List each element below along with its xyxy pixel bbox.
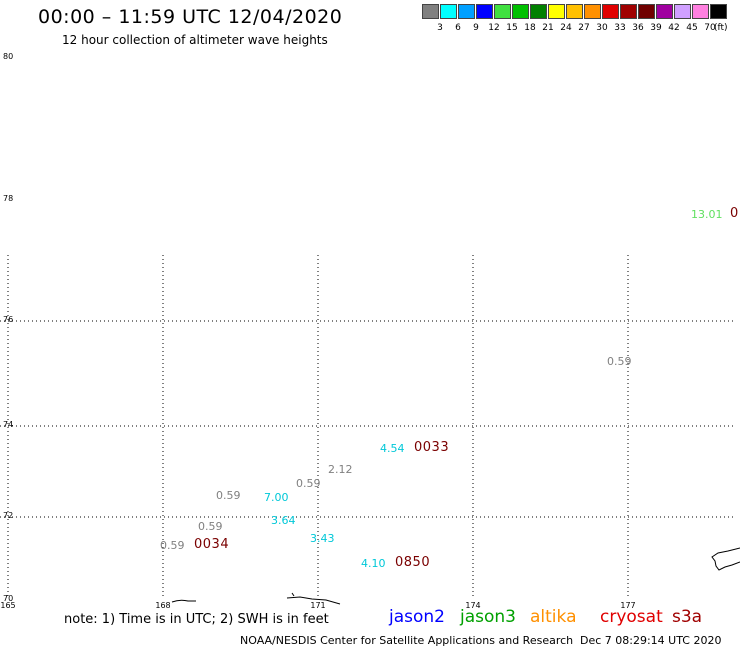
- scale-label: 12: [488, 23, 500, 33]
- scale-swatch: [422, 4, 439, 19]
- scale-label: 3: [437, 23, 443, 33]
- scale-swatch: [458, 4, 475, 19]
- scale-swatch: [530, 4, 547, 19]
- scale-label: 39: [650, 23, 662, 33]
- footer-note: note: 1) Time is in UTC; 2) SWH is in fe…: [64, 612, 329, 627]
- satellite-legend-item: cryosat: [600, 607, 663, 627]
- satellite-legend-item: jason2: [389, 607, 445, 627]
- map-subtitle: 12 hour collection of altimeter wave hei…: [62, 33, 328, 47]
- scale-unit: (ft): [714, 23, 728, 33]
- scale-swatch: [566, 4, 583, 19]
- scale-swatch: [620, 4, 637, 19]
- lat-label: 70: [3, 594, 14, 603]
- scale-swatch: [638, 4, 655, 19]
- scale-label: 9: [473, 23, 479, 33]
- wave-height-value: 13.01: [691, 208, 723, 221]
- scale-label: 6: [455, 23, 461, 33]
- wave-height-value: 0.59: [198, 520, 223, 533]
- scale-swatch: [674, 4, 691, 19]
- coastline: [171, 547, 740, 605]
- satellite-legend-item: jason3: [460, 607, 516, 627]
- satellite-legend-item: s3a: [672, 607, 703, 627]
- scale-label: 15: [506, 23, 518, 33]
- scale-label: 27: [578, 23, 590, 33]
- lon-label: 165: [0, 601, 16, 610]
- pass-time-label: 0034: [194, 537, 230, 552]
- coastline-segment: [291, 592, 295, 597]
- satellite-legend-item: altika: [530, 607, 577, 627]
- coastline-segment: [286, 596, 341, 605]
- wave-height-value: 2.12: [328, 463, 353, 476]
- wave-height-value: 0.59: [160, 539, 185, 552]
- lat-label: 72: [3, 511, 14, 520]
- scale-label: 33: [614, 23, 626, 33]
- scale-swatch: [584, 4, 601, 19]
- coastline-segment: [171, 599, 196, 603]
- scale-label: 42: [668, 23, 680, 33]
- pass-time-label: 0033: [414, 440, 450, 455]
- scale-swatch: [512, 4, 529, 19]
- wave-height-value: 3.64: [271, 514, 296, 527]
- lat-label: 74: [3, 420, 14, 429]
- generated-timestamp: Dec 7 08:29:14 UTC 2020: [580, 634, 722, 647]
- wave-height-value: 0.59: [296, 477, 321, 490]
- coastline-segment: [711, 547, 740, 571]
- wave-height-value: 4.54: [380, 442, 405, 455]
- wave-height-value: 0.59: [216, 489, 241, 502]
- lon-label: 177: [620, 601, 636, 610]
- wave-height-value: 7.00: [264, 491, 289, 504]
- lat-label: 76: [3, 315, 14, 324]
- lon-label: 174: [465, 601, 481, 610]
- map-title: 00:00 – 11:59 UTC 12/04/2020: [38, 6, 343, 28]
- scale-label: 30: [596, 23, 608, 33]
- scale-swatch: [602, 4, 619, 19]
- pass-time-label: 0850: [395, 555, 431, 570]
- credit-text: NOAA/NESDIS Center for Satellite Applica…: [240, 634, 574, 647]
- scale-swatch: [710, 4, 727, 19]
- scale-label: 45: [686, 23, 698, 33]
- scale-label: 36: [632, 23, 644, 33]
- scale-swatch: [656, 4, 673, 19]
- scale-label: 24: [560, 23, 572, 33]
- pass-time-label: 0: [730, 206, 739, 221]
- scale-swatch: [692, 4, 709, 19]
- lat-label: 78: [3, 194, 14, 203]
- scale-swatch: [476, 4, 493, 19]
- lon-label: 168: [155, 601, 171, 610]
- scale-swatch: [548, 4, 565, 19]
- graticule: [0, 255, 736, 598]
- scale-label: 21: [542, 23, 554, 33]
- lat-label: 80: [3, 52, 14, 61]
- scale-swatch: [494, 4, 511, 19]
- scale-label: 18: [524, 23, 536, 33]
- scale-label: 70: [704, 23, 716, 33]
- lon-label: 171: [310, 601, 326, 610]
- wave-height-value: 4.10: [361, 557, 386, 570]
- wave-height-value: 0.59: [607, 355, 632, 368]
- wave-height-value: 3.43: [310, 532, 335, 545]
- scale-swatch: [440, 4, 457, 19]
